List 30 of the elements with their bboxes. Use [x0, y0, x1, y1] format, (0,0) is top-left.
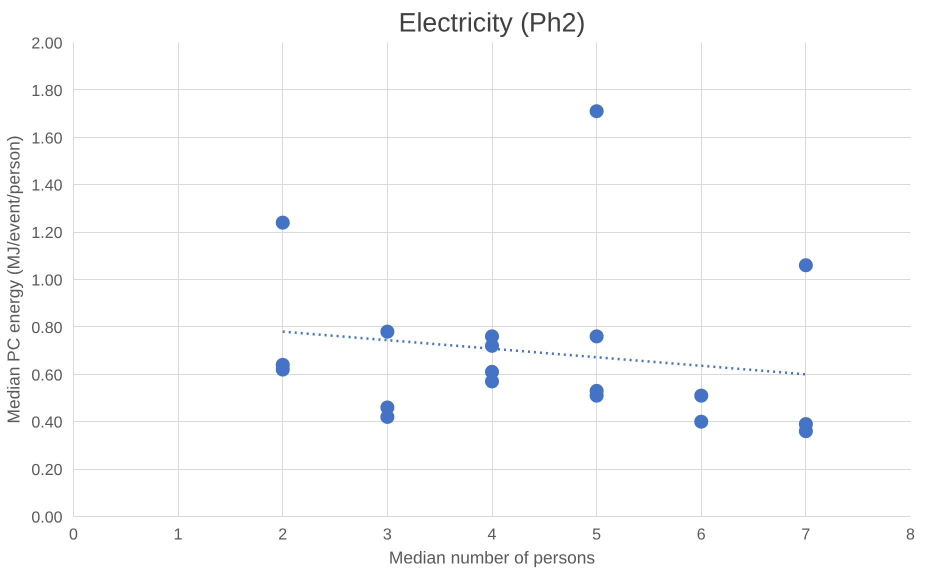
point [276, 216, 290, 230]
point [798, 258, 813, 272]
y-tick-label: 1.60 [31, 130, 63, 148]
point [694, 388, 708, 403]
point [380, 324, 394, 339]
x-tick-label: 0 [69, 526, 78, 544]
y-axis-title: Median PC energy (MJ/event/person) [3, 136, 24, 424]
x-tick-label: 5 [592, 526, 602, 544]
point [590, 329, 604, 344]
x-tick-label: 4 [488, 526, 497, 544]
x-tick-label: 1 [174, 526, 183, 544]
y-tick-label: 1.80 [31, 82, 63, 100]
x-tick-label: 2 [278, 526, 288, 544]
x-tick-label: 8 [906, 526, 916, 544]
y-tick-label: 0.60 [31, 367, 63, 384]
y-tick-label: 2.00 [31, 36, 63, 52]
x-tick-label: 7 [801, 526, 810, 544]
point [694, 414, 708, 429]
x-tick-label: 6 [696, 526, 706, 544]
x-axis-title: Median number of persons [388, 548, 596, 568]
y-tick-label: 0.40 [31, 414, 63, 432]
y-tick-label: 0.80 [31, 320, 63, 337]
y-tick-label: 0.20 [31, 462, 63, 480]
point [590, 104, 604, 118]
chart-title: Electricity (Ph2) [398, 8, 586, 38]
y-tick-label: 1.20 [31, 225, 63, 242]
y-tick-label: 1.40 [31, 178, 63, 195]
y-tick-label: 1.00 [31, 272, 63, 290]
x-tick-label: 3 [382, 526, 392, 544]
y-tick-label: 0.00 [31, 510, 63, 526]
